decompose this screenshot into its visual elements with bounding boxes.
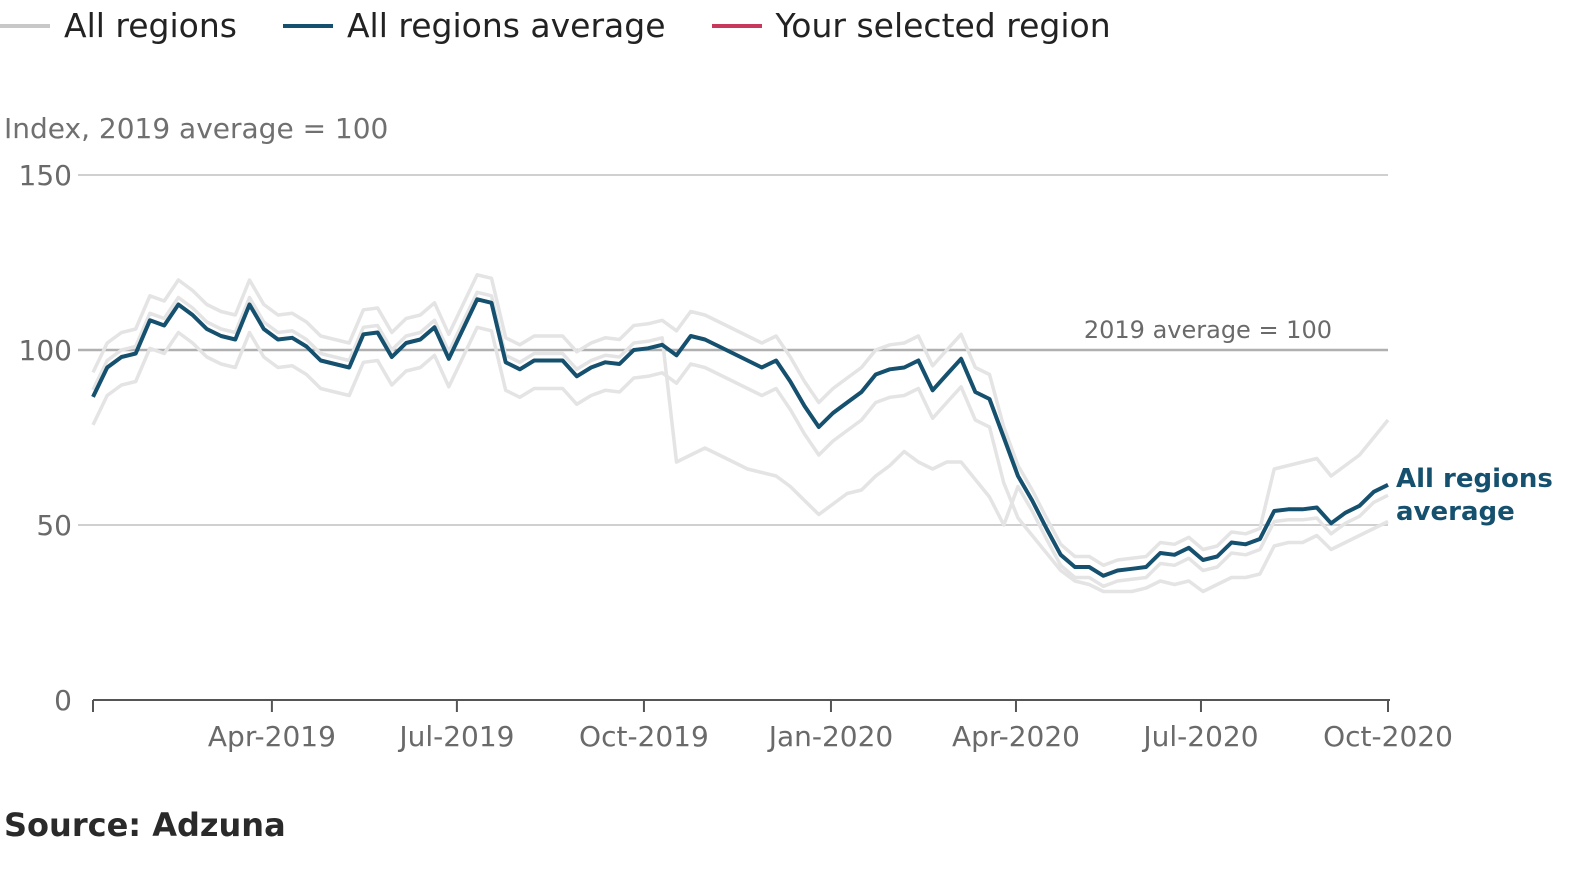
x-tick-label: Oct-2020 <box>1323 720 1453 753</box>
source-note: Source: Adzuna <box>4 806 286 844</box>
region-series-line <box>91 290 1389 589</box>
y-tick-label: 150 <box>19 159 72 192</box>
y-tick-label: 100 <box>19 334 72 367</box>
y-tick-label: 0 <box>54 684 72 717</box>
end-label: All regions <box>1396 464 1553 494</box>
region-series-line <box>91 273 1390 568</box>
x-tick-label: Jul-2019 <box>397 720 514 753</box>
legend-item-average[interactable]: All regions average <box>282 6 666 45</box>
x-tick-label: Apr-2019 <box>208 720 336 753</box>
legend-item-all-regions[interactable]: All regions <box>0 6 237 45</box>
reference-line-label: 2019 average = 100 <box>1084 316 1332 344</box>
x-tick-label: Jan-2020 <box>767 720 894 753</box>
end-label: average <box>1396 497 1515 527</box>
legend-swatch-average <box>282 23 333 28</box>
legend: All regions All regions average Your sel… <box>0 6 1157 45</box>
x-tick-label: Apr-2020 <box>952 720 1080 753</box>
legend-swatch-all-regions <box>0 23 50 28</box>
x-tick-label: Jul-2020 <box>1141 720 1258 753</box>
region-series-line <box>91 325 1389 594</box>
legend-item-selected-region[interactable]: Your selected region <box>711 6 1111 45</box>
y-tick-label: 50 <box>36 509 72 542</box>
y-axis-label: Index, 2019 average = 100 <box>4 112 389 145</box>
legend-swatch-selected-region <box>711 23 762 28</box>
legend-label: Your selected region <box>775 6 1111 45</box>
x-tick-label: Oct-2019 <box>579 720 709 753</box>
legend-label: All regions <box>64 6 237 45</box>
legend-label: All regions average <box>346 6 666 45</box>
average-series-line <box>91 297 1389 578</box>
